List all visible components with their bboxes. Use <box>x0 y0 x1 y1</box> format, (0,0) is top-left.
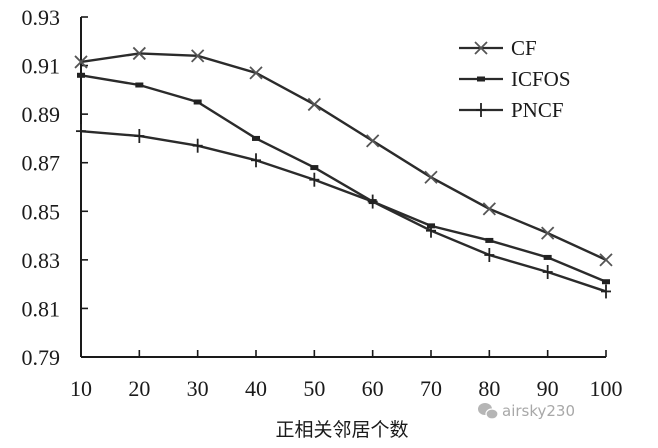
series-cf <box>74 46 613 267</box>
y-tick-label: 0.89 <box>22 102 61 127</box>
watermark-text: airsky230 <box>502 402 575 420</box>
x-tick-label: 40 <box>245 376 267 401</box>
watermark: airsky230 <box>478 402 575 420</box>
legend-label: PNCF <box>511 98 564 122</box>
y-tick-label: 0.79 <box>22 345 61 370</box>
x-tick-label: 60 <box>362 376 384 401</box>
y-tick-label: 0.83 <box>22 248 61 273</box>
x-tick-label: 100 <box>590 376 623 401</box>
x-axis-label: 正相关邻居个数 <box>275 419 408 441</box>
x-tick-label: 30 <box>187 376 209 401</box>
legend: CF ICFOS PNCF <box>459 36 571 122</box>
legend-item-cf: CF <box>459 36 537 60</box>
x-tick-label: 50 <box>303 376 325 401</box>
legend-item-icfos: ICFOS <box>459 67 571 91</box>
x-tick-label: 90 <box>537 376 559 401</box>
x-tick-label: 80 <box>478 376 500 401</box>
x-tick-label: 70 <box>420 376 442 401</box>
series-pncf <box>76 124 611 299</box>
y-tick-label: 0.85 <box>22 199 61 224</box>
y-tick-label: 0.93 <box>22 5 61 30</box>
y-tick-label: 0.87 <box>22 151 61 176</box>
x-tick-label: 20 <box>128 376 150 401</box>
x-tick-label: 10 <box>70 376 92 401</box>
wechat-icon <box>478 403 499 420</box>
y-tick-label: 0.81 <box>22 296 61 321</box>
legend-label: ICFOS <box>511 67 571 91</box>
legend-item-pncf: PNCF <box>459 98 564 122</box>
y-tick-label: 0.91 <box>22 54 61 79</box>
axes: 0.93 0.91 0.89 0.87 0.85 0.83 0.81 0.79 10 20 30 40… <box>22 5 623 401</box>
series-lines <box>74 46 613 299</box>
legend-label: CF <box>511 36 537 60</box>
